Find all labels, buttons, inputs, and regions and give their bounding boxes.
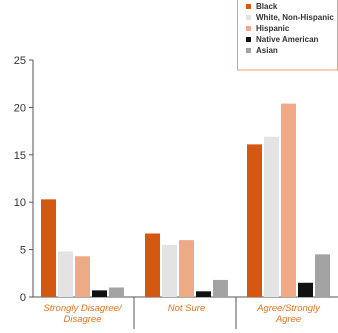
bar <box>196 291 211 297</box>
x-axis: Strongly Disagree/Disagree Not Sure Agree/… <box>33 296 338 329</box>
legend-label: Asian <box>256 46 278 55</box>
legend-label: Hispanic <box>256 24 290 33</box>
y-tick-label: 0 <box>20 292 26 304</box>
bar <box>298 282 313 297</box>
bar <box>41 199 56 297</box>
bar <box>75 256 90 297</box>
y-tick-label: 5 <box>20 245 26 257</box>
legend-swatch <box>246 15 251 20</box>
bar-series <box>41 103 330 297</box>
bar <box>92 290 107 297</box>
legend-label: Black <box>256 2 278 11</box>
y-axis: 0 5 10 15 20 25 <box>14 55 34 304</box>
bar <box>264 136 279 297</box>
x-category-label: Strongly Disagree/Disagree <box>43 303 123 325</box>
bar <box>109 287 124 297</box>
legend-swatch <box>246 37 251 42</box>
bar <box>162 244 177 297</box>
bar <box>179 240 194 297</box>
legend-label: White, Non-Hispanic <box>256 13 334 22</box>
y-tick-label: 20 <box>14 102 26 114</box>
x-category-label-line: Strongly Disagree/ <box>43 303 123 314</box>
bar <box>315 254 330 297</box>
bar <box>281 103 296 297</box>
legend-swatch <box>246 48 251 53</box>
y-tick-label: 25 <box>14 55 26 67</box>
chart-legend: Black White, Non-Hispanic Hispanic Native A… <box>237 0 338 71</box>
bar <box>145 233 160 297</box>
legend-label: Native American <box>256 35 319 44</box>
x-category-label-line: Not Sure <box>168 303 206 314</box>
x-category-label-line: Agree <box>275 314 301 325</box>
y-tick-label: 15 <box>14 150 26 162</box>
x-category-label: Agree/Strongly Agree <box>256 303 321 325</box>
y-tick-label: 10 <box>14 197 26 209</box>
x-category-label-line: Agree/Strongly <box>256 303 321 314</box>
legend-box <box>237 0 338 71</box>
legend-swatch <box>246 4 251 9</box>
bar <box>58 251 73 297</box>
x-category-label: Not Sure <box>168 303 206 314</box>
bar <box>213 279 228 297</box>
x-category-label-line: Disagree <box>63 314 101 325</box>
legend-swatch <box>246 26 251 31</box>
bar <box>247 144 262 297</box>
